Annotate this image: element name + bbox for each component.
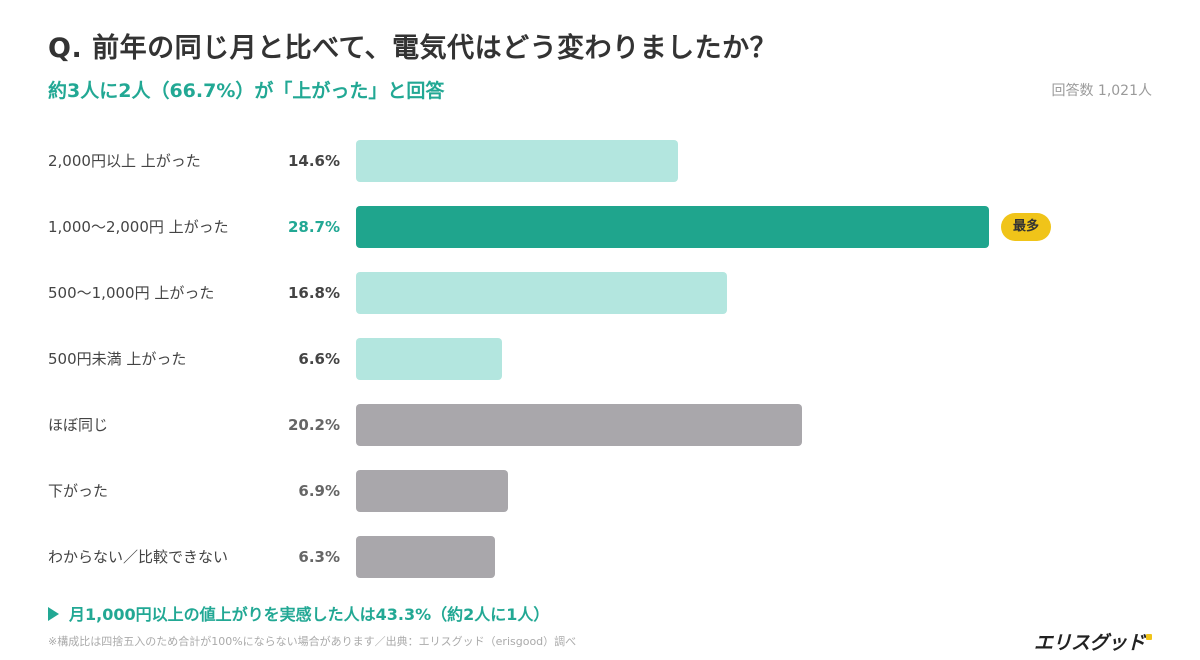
bar	[356, 272, 727, 314]
bar	[356, 404, 802, 446]
page-title: Q. 前年の同じ月と比べて、電気代はどう変わりましたか？	[48, 33, 778, 64]
bar	[356, 338, 502, 380]
category-label: わからない／比較できない	[48, 548, 229, 566]
summary-text: 月1,000円以上の値上がりを実感した人は43.3%（約2人に1人）	[69, 605, 550, 624]
bar	[356, 536, 495, 578]
category-label: 1,000〜2,000円 上がった	[48, 218, 229, 236]
bar	[356, 140, 678, 182]
logo-mark-icon	[1146, 634, 1152, 640]
summary-note: 月1,000円以上の値上がりを実感した人は43.3%（約2人に1人）	[48, 601, 549, 625]
bar	[356, 206, 989, 248]
source-note: ※構成比は四捨五入のため合計が100%にならない場合があります／出典：エリスグッ…	[48, 635, 577, 648]
category-label: 500円未満 上がった	[48, 350, 187, 368]
most-badge: 最多	[1001, 213, 1052, 241]
category-label: 2,000円以上 上がった	[48, 152, 201, 170]
brand-logo: エリスグッド	[1034, 628, 1152, 655]
category-label: 500〜1,000円 上がった	[48, 284, 215, 302]
triangle-right-icon	[48, 607, 59, 621]
page-subtitle: 約3人に2人（66.7%）が「上がった」と回答	[48, 80, 445, 102]
bar	[356, 470, 508, 512]
value-label: 16.8%	[287, 284, 340, 302]
value-label: 14.6%	[287, 152, 340, 170]
value-label: 20.2%	[287, 416, 340, 434]
category-label: 下がった	[48, 482, 109, 500]
value-label: 6.6%	[298, 350, 340, 368]
value-label: 6.3%	[298, 548, 340, 566]
respondent-count: 回答数 1,021人	[1051, 83, 1152, 99]
brand-logo-text: エリスグッド	[1033, 632, 1146, 654]
value-label: 28.7%	[287, 218, 340, 236]
value-label: 6.9%	[298, 482, 340, 500]
category-label: ほぼ同じ	[48, 416, 109, 434]
